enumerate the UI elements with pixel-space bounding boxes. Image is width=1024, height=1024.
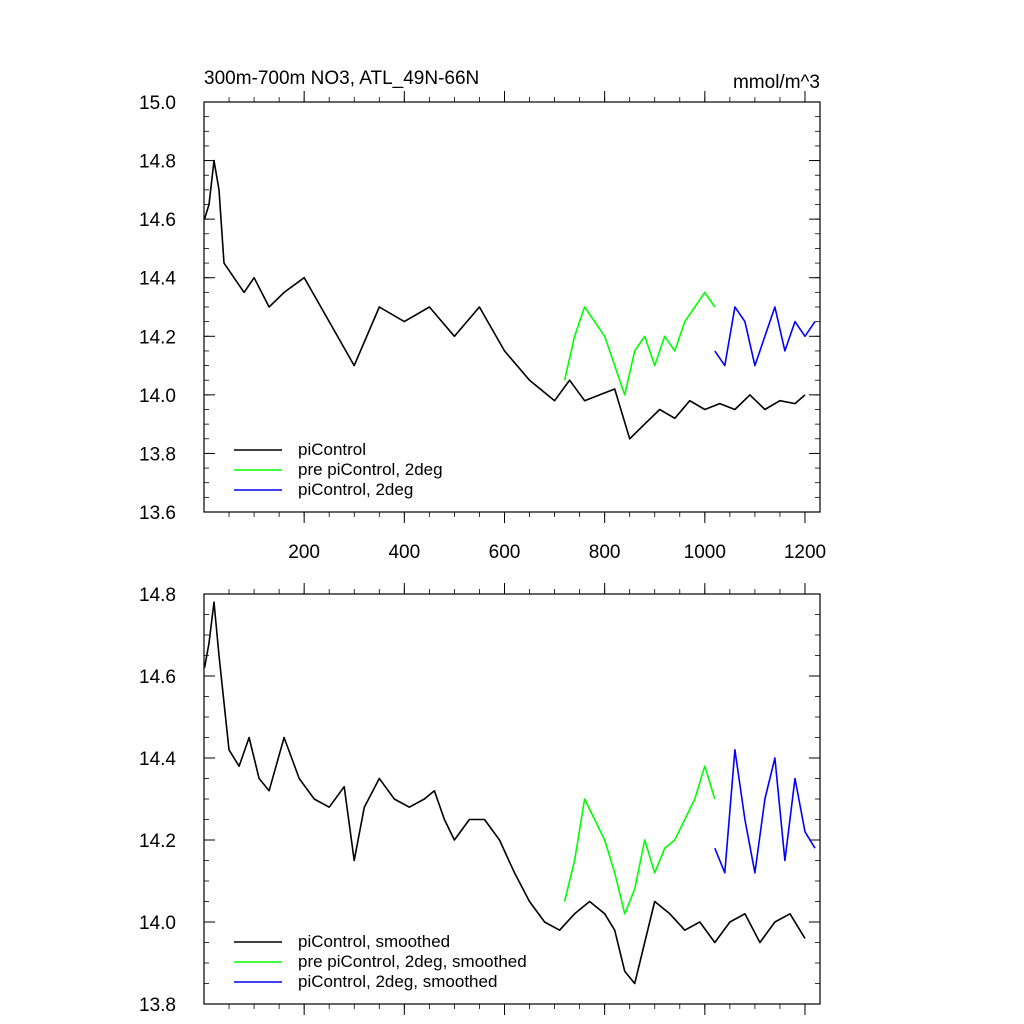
chart-title: 300m-700m NO3, ATL_49N-66N	[204, 68, 479, 89]
series-line-2	[563, 765, 716, 915]
bottom-panel: 13.8 14.0 14.2 14.4 14.6 14.8 piControl, smoo…	[139, 583, 821, 1016]
y-tick-label: 14.6	[139, 667, 176, 688]
x-tick-label: 1200	[784, 542, 826, 563]
x-tick-label: 600	[489, 542, 521, 563]
y-tick-label: 14.2	[139, 831, 176, 852]
series-line-2	[563, 291, 716, 396]
y-tick-label: 14.2	[139, 327, 176, 348]
axis-ticks: 13.6 13.8 14.0 14.2 14.4 14.6 14.8 15.0 200 400 60…	[139, 91, 826, 563]
y-tick-label: 14.4	[139, 269, 176, 290]
legend-label: piControl, 2deg	[298, 480, 413, 499]
y-tick-label: 14.8	[139, 585, 176, 606]
y-tick-label: 13.8	[139, 444, 176, 465]
series-line-3	[714, 306, 816, 367]
series-lines	[203, 601, 816, 985]
y-tick-label: 14.6	[139, 210, 176, 231]
series-line-1	[203, 159, 806, 440]
y-tick-label: 14.8	[139, 152, 176, 173]
y-tick-label: 14.4	[139, 749, 176, 770]
x-tick-label: 1000	[684, 542, 726, 563]
legend-label: piControl	[298, 440, 366, 459]
units-label: mmol/m^3	[733, 72, 820, 93]
y-tick-label: 15.0	[139, 93, 176, 114]
top-panel: 300m-700m NO3, ATL_49N-66N mmol/m^3 13.6…	[139, 68, 826, 563]
legend-label: piControl, smoothed	[298, 932, 450, 951]
y-tick-label: 14.0	[139, 386, 176, 407]
axis-ticks: 13.8 14.0 14.2 14.4 14.6 14.8	[139, 583, 820, 1016]
x-tick-label: 200	[288, 542, 320, 563]
legend-label: pre piControl, 2deg	[298, 460, 443, 479]
x-tick-label: 400	[388, 542, 420, 563]
y-tick-label: 14.0	[139, 913, 176, 934]
series-line-3	[714, 749, 816, 874]
y-tick-label: 13.8	[139, 995, 176, 1016]
series-lines	[203, 159, 816, 440]
series-line-1	[203, 601, 806, 985]
plot-frame	[203, 101, 821, 513]
legend-label: piControl, 2deg, smoothed	[298, 972, 497, 991]
legend-label: pre piControl, 2deg, smoothed	[298, 952, 527, 971]
y-tick-label: 13.6	[139, 503, 176, 524]
x-tick-label: 800	[589, 542, 621, 563]
plot-frame	[203, 593, 821, 1005]
